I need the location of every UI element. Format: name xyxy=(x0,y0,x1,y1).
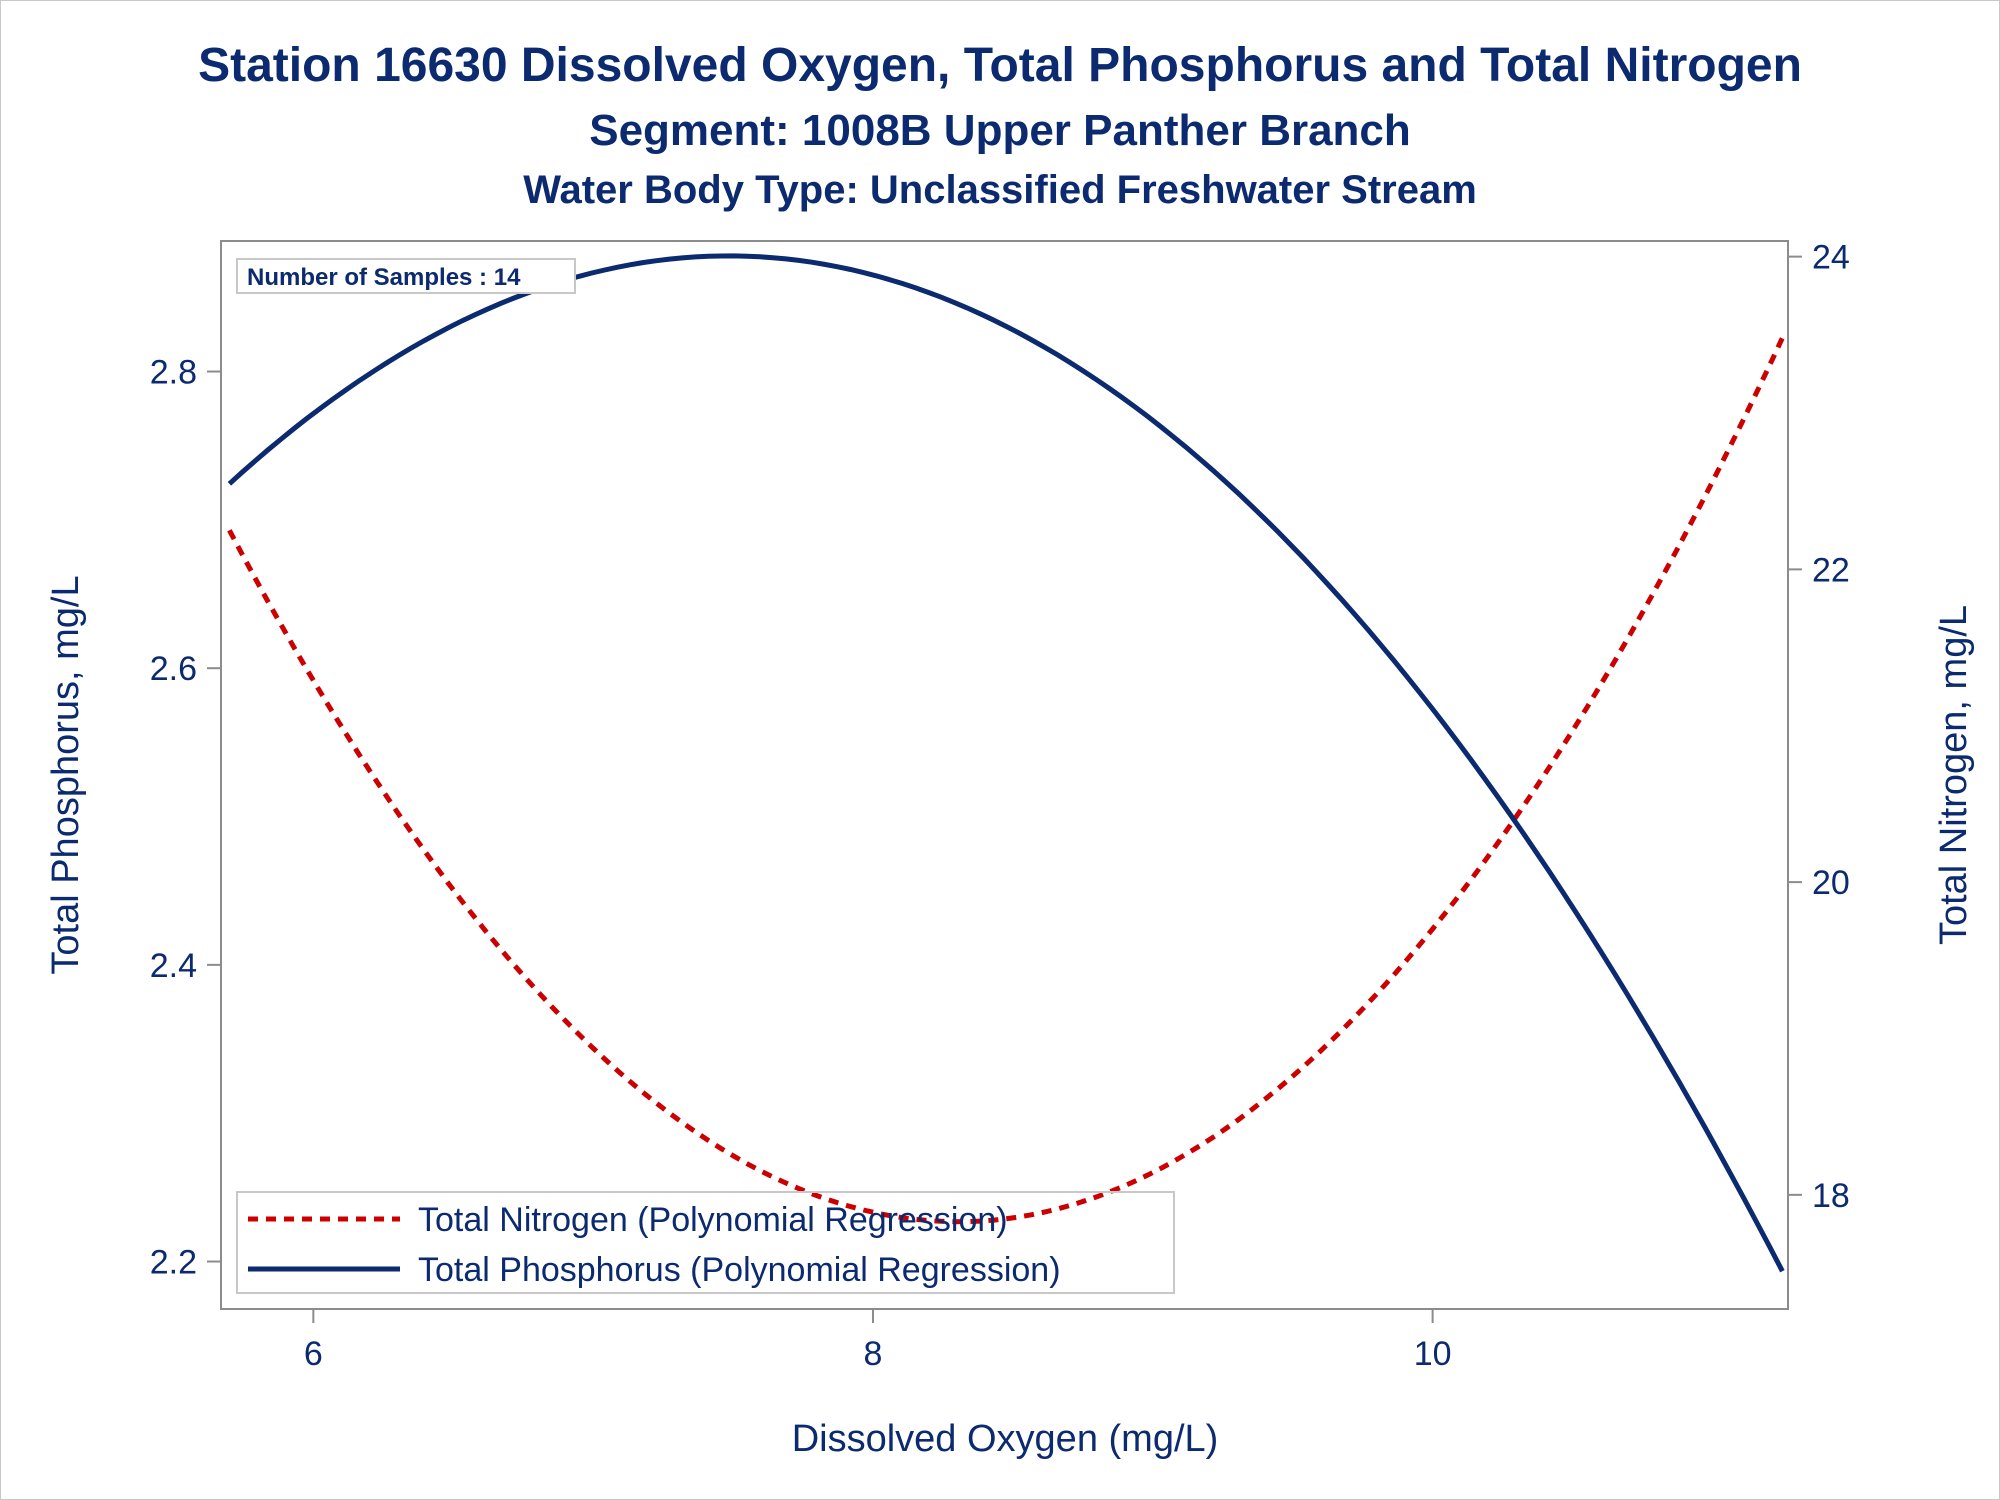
y-tick-label: 2.2 xyxy=(150,1244,197,1282)
y2-tick-label: 22 xyxy=(1812,551,1850,589)
y-tick-label: 2.8 xyxy=(150,354,197,392)
chart-subtitle-2: Water Body Type: Unclassified Freshwater… xyxy=(523,168,1477,212)
series-lines xyxy=(227,253,1785,1273)
x-tick-label: 6 xyxy=(304,1335,323,1373)
y2-tick-label: 20 xyxy=(1812,864,1850,902)
y2-tick-label: 24 xyxy=(1812,239,1850,277)
y2-tick-label: 18 xyxy=(1812,1177,1850,1215)
chart-title: Station 16630 Dissolved Oxygen, Total Ph… xyxy=(198,39,1802,92)
axis-ticks: 6 8 10 2.2 2.4 2.6 2.8 18 20 22 24 xyxy=(150,239,1850,1373)
sample-count-box: Number of Samples : 14 xyxy=(236,258,576,294)
legend: Total Nitrogen (Polynomial Regression) T… xyxy=(236,1191,1175,1294)
legend-label-phosphorus: Total Phosphorus (Polynomial Regression) xyxy=(418,1251,1061,1289)
legend-label-nitrogen: Total Nitrogen (Polynomial Regression) xyxy=(418,1201,1008,1239)
y2-axis-label: Total Nitrogen, mg/L xyxy=(1933,605,1975,945)
nitrogen-series-line xyxy=(227,336,1785,1225)
x-tick-label: 10 xyxy=(1414,1335,1452,1373)
x-axis-label: Dissolved Oxygen (mg/L) xyxy=(792,1418,1219,1460)
y-axis-label: Total Phosphorus, mg/L xyxy=(45,575,87,974)
plot-area xyxy=(220,240,1789,1310)
chart-subtitle: Segment: 1008B Upper Panther Branch xyxy=(589,106,1411,155)
x-tick-label: 8 xyxy=(864,1335,883,1373)
y-tick-label: 2.4 xyxy=(150,947,197,985)
sample-count-text: Number of Samples : 14 xyxy=(247,264,521,291)
phosphorus-series-line xyxy=(227,253,1785,1273)
y-tick-label: 2.6 xyxy=(150,650,197,688)
